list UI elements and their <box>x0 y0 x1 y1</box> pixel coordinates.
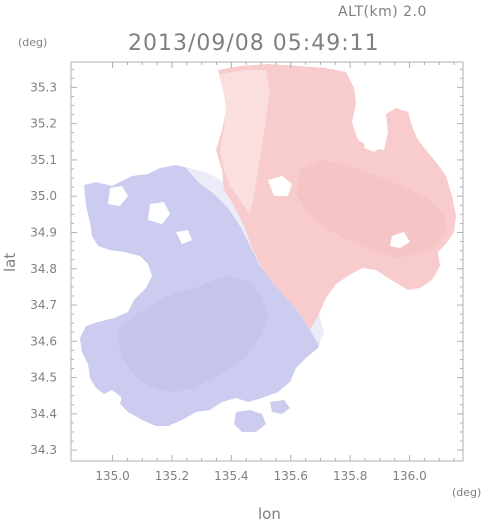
echo-hole <box>108 136 410 248</box>
approaching-echo-inner <box>118 276 268 392</box>
y-tick-label: 35.2 <box>30 117 57 131</box>
y-tick-group: 35.3 35.2 35.1 35.0 34.9 34.8 34.7 34.6 34.5 34.4… <box>30 68 463 457</box>
y-unit-label: (deg) <box>18 36 47 49</box>
y-tick-label: 35.1 <box>30 153 57 167</box>
x-tick-label: 135.0 <box>95 469 129 483</box>
approaching-echo-south-cells <box>120 396 290 432</box>
plot-frame <box>70 61 464 462</box>
y-tick-label: 34.9 <box>30 225 57 239</box>
y-tick-label: 34.5 <box>30 371 57 385</box>
x-tick-group: 135.0 135.2 135.4 135.6 135.8 136.0 <box>95 62 455 483</box>
x-tick-label: 135.8 <box>333 469 367 483</box>
y-tick-label: 34.6 <box>30 334 57 348</box>
y-axis-label: lat <box>1 253 19 272</box>
timestamp-title: 2013/09/08 05:49:11 <box>128 31 380 56</box>
x-tick-label: 136.0 <box>392 469 426 483</box>
y-tick-label: 34.4 <box>30 407 57 421</box>
receding-echo-light <box>220 70 270 214</box>
y-tick-label: 34.7 <box>30 298 57 312</box>
x-tick-label: 135.6 <box>274 469 308 483</box>
y-tick-label: 35.3 <box>30 80 57 94</box>
y-tick-label: 35.0 <box>30 189 57 203</box>
x-tick-label: 135.2 <box>155 469 189 483</box>
x-unit-label: (deg) <box>452 486 481 499</box>
velocity-field <box>80 64 456 432</box>
x-axis-label: lon <box>258 505 281 521</box>
y-tick-label: 34.3 <box>30 443 57 457</box>
receding-echo-core <box>296 160 446 258</box>
y-tick-label: 34.8 <box>30 262 57 276</box>
altitude-label: ALT(km) 2.0 <box>338 4 427 20</box>
x-tick-label: 135.4 <box>214 469 248 483</box>
